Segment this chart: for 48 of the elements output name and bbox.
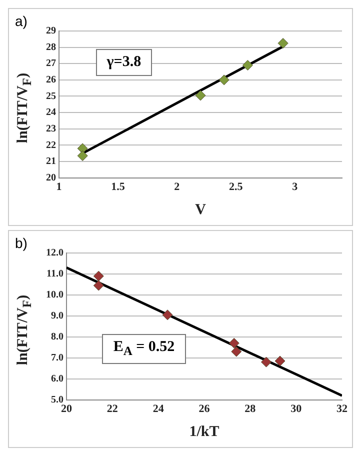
y-tick-label: 11.0 [46, 268, 64, 280]
point [218, 74, 230, 86]
x-tick-label: 2 [174, 181, 180, 194]
point [278, 38, 288, 48]
y-tick-label: 23 [46, 123, 56, 134]
text: a) [15, 13, 28, 29]
point [77, 150, 88, 162]
y-tick-label: 12.0 [46, 248, 64, 259]
y-tick-label: 5.0 [51, 394, 64, 406]
point [274, 356, 286, 366]
x-axis-title: 1/kT [189, 424, 220, 440]
point [195, 90, 206, 101]
point [231, 346, 242, 357]
x-tick-label: 22 [106, 403, 118, 416]
annotation: γ=3.8 [96, 48, 152, 76]
y-tick-label: 9.0 [51, 310, 64, 322]
y-tick-label: 10.0 [46, 290, 64, 301]
x-tick-label: 3 [292, 181, 298, 194]
y-tick-label: 20 [46, 172, 56, 184]
y-tick-label: 25 [46, 90, 56, 102]
point [260, 356, 272, 368]
x-tick-label: 2.5 [229, 181, 244, 194]
y-tick-label: 28 [46, 42, 56, 53]
y-tick-label: 27 [46, 58, 56, 70]
y-tick-label: 26 [46, 74, 56, 86]
point [162, 310, 173, 320]
x-axis-title: V [195, 202, 206, 218]
point [242, 60, 253, 71]
x-tick-label: 24 [152, 403, 164, 416]
y-tick-label: 6.0 [51, 373, 64, 384]
annotation: E$_{A}$ = 0.52 [102, 334, 186, 364]
x-tick-label: 26 [198, 403, 210, 416]
x-tick-label: 1 [56, 181, 62, 194]
point [93, 270, 104, 282]
y-tick-label: 21 [46, 156, 56, 168]
point [93, 280, 104, 291]
y-tick-label: 24 [46, 107, 56, 118]
y-tick-label: 29 [46, 26, 56, 37]
y-tick-label: 8.0 [51, 331, 64, 342]
point [228, 338, 240, 348]
x-tick-label: 30 [290, 403, 302, 416]
y-tick-label: 22 [46, 140, 56, 151]
x-tick-label: 28 [244, 403, 256, 416]
x-tick-label: 20 [61, 403, 72, 416]
x-tick-label: 1.5 [111, 181, 126, 194]
x-tick-label: 32 [336, 403, 348, 416]
text: b) [15, 235, 28, 251]
y-tick-label: 7.0 [51, 352, 64, 364]
